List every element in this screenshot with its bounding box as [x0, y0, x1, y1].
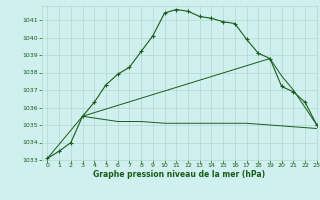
X-axis label: Graphe pression niveau de la mer (hPa): Graphe pression niveau de la mer (hPa) — [93, 170, 265, 179]
